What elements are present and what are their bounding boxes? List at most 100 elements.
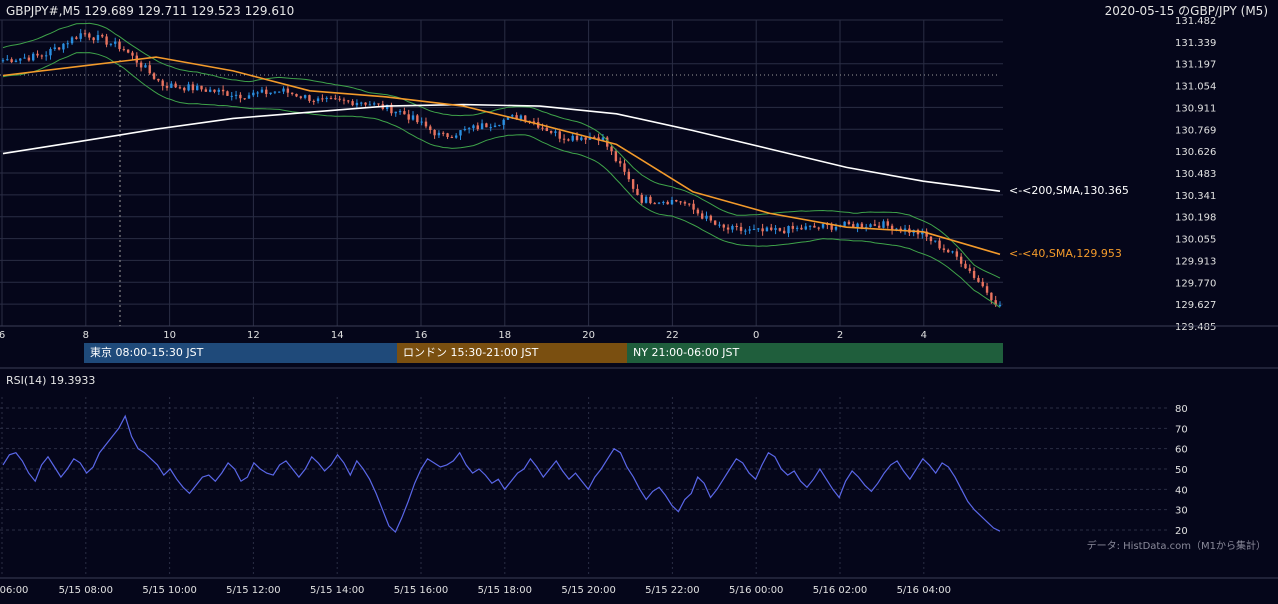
candle-body (19, 58, 22, 61)
candle-body (416, 115, 419, 123)
candle-body (511, 115, 514, 117)
candle-body (925, 231, 928, 237)
candle-body (79, 33, 82, 39)
time-tick-label: 5/15 22:00 (645, 585, 699, 596)
candle-body (636, 188, 639, 195)
candle-body (938, 240, 941, 249)
candle-body (364, 102, 367, 105)
candle-body (713, 220, 717, 225)
price-tick-label: 130.341 (1175, 191, 1216, 202)
candle-body (372, 103, 376, 105)
bollinger-upper-line (2, 22, 1001, 279)
candle-body (290, 92, 294, 94)
candle-body (817, 227, 820, 229)
candle-body (450, 136, 454, 138)
candle-body (890, 225, 894, 231)
candle-body (688, 203, 691, 205)
price-tick-label: 130.911 (1175, 103, 1216, 114)
candle-body (700, 213, 704, 219)
candle-body (735, 226, 738, 228)
candle-body (666, 201, 669, 205)
price-tick-label: 130.055 (1175, 235, 1216, 246)
candle-body (433, 129, 436, 136)
candle-body (830, 224, 833, 230)
candle-body (903, 228, 907, 232)
candle-body (541, 127, 544, 129)
candle-body (726, 227, 730, 230)
candle-body (627, 171, 631, 180)
rsi-tick-label: 80 (1175, 404, 1188, 415)
candle-body (368, 104, 372, 106)
candle-body (765, 227, 769, 232)
candle-body (554, 131, 557, 133)
candle-body (567, 139, 570, 141)
candle-body (972, 270, 976, 278)
candle-body (480, 123, 484, 130)
rsi-tick-label: 70 (1175, 424, 1188, 435)
sma40-label: <-<40,SMA,129.953 (1009, 247, 1122, 260)
candle-body (882, 221, 885, 228)
candle-body (610, 146, 613, 152)
candle-body (96, 35, 100, 41)
candle-body (390, 104, 393, 114)
candle-body (532, 121, 536, 123)
hour-tick-label: 14 (331, 330, 344, 341)
candle-body (247, 95, 251, 99)
chart-title: 2020-05-15 のGBP/JPY (M5) (1104, 4, 1268, 18)
candle-body (722, 224, 725, 228)
candle-body (463, 129, 467, 131)
candle-body (981, 281, 984, 287)
session-ny: NY 21:00-06:00 JST (627, 343, 1003, 363)
candle-body (338, 98, 341, 100)
candle-body (351, 101, 354, 106)
candle-body (459, 130, 462, 136)
candle-body (964, 263, 967, 269)
candle-body (959, 256, 963, 264)
candle-body (748, 229, 751, 231)
candle-body (347, 100, 350, 102)
candle-body (6, 59, 9, 61)
time-tick-label: 5/15 20:00 (561, 585, 615, 596)
candle-body (57, 47, 61, 50)
candle-body (679, 201, 682, 203)
rsi-title: RSI(14) 19.3933 (6, 374, 96, 387)
time-tick-label: 5/15 08:00 (59, 585, 113, 596)
candle-body (420, 121, 423, 123)
candle-body (122, 49, 126, 51)
candle-body (985, 286, 989, 293)
price-tick-label: 130.626 (1175, 147, 1216, 158)
candle-body (524, 115, 527, 121)
candle-body (865, 226, 868, 228)
candle-body (692, 203, 695, 210)
candle-body (519, 115, 523, 120)
rsi-tick-label: 30 (1175, 506, 1188, 517)
candle-body (675, 200, 678, 202)
candle-body (506, 116, 510, 120)
candle-body (23, 57, 26, 59)
candle-body (618, 161, 622, 164)
candle-body (942, 248, 946, 250)
candle-body (148, 65, 151, 74)
rsi-tick-label: 40 (1175, 485, 1188, 496)
candle-body (92, 37, 95, 41)
candle-body (265, 89, 268, 94)
candle-body (947, 249, 950, 253)
candle-body (644, 196, 648, 203)
candle-body (821, 224, 825, 228)
candle-body (407, 114, 410, 120)
candle-body (325, 97, 328, 99)
time-tick-label: 5/16 00:00 (729, 585, 783, 596)
candle-body (303, 95, 307, 98)
candle-body (157, 78, 160, 81)
time-tick-label: 5/15 16:00 (394, 585, 448, 596)
hour-tick-label: 16 (415, 330, 428, 341)
candle-body (49, 49, 52, 56)
candle-body (126, 49, 130, 53)
candle-body (161, 80, 164, 86)
candle-body (446, 133, 449, 137)
candle-body (170, 83, 173, 88)
candle-body (545, 127, 549, 132)
candle-body (40, 55, 44, 57)
candle-body (994, 300, 997, 306)
